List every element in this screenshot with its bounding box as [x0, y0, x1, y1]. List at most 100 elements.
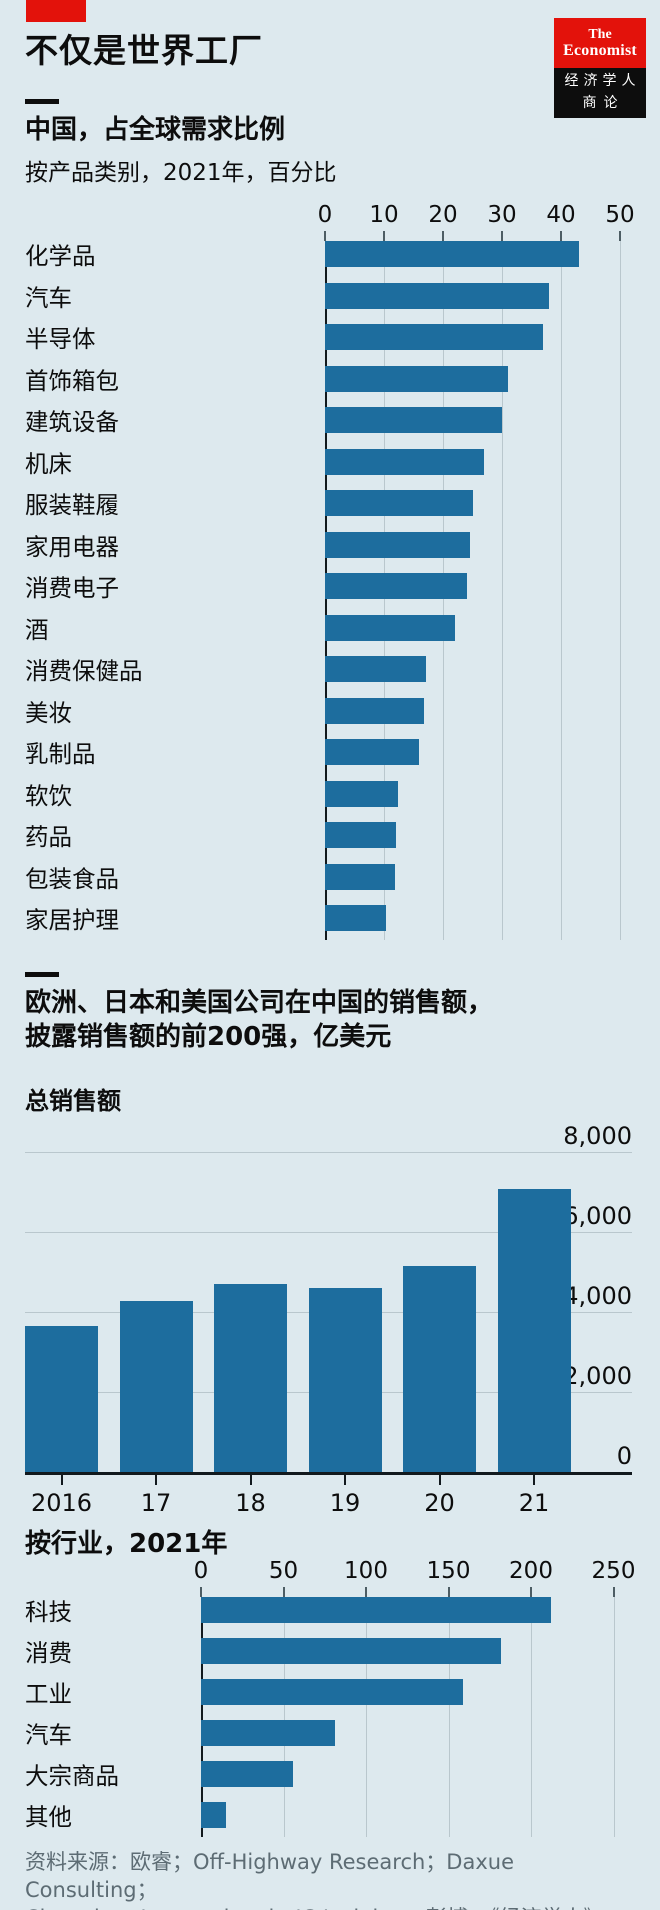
bar — [325, 324, 544, 351]
x-axis-tick — [155, 1474, 157, 1485]
chart2-subtitle: 总销售额 — [25, 1086, 121, 1115]
x-axis-tick — [442, 231, 444, 242]
gridline — [502, 241, 503, 941]
x-axis-tick — [612, 1587, 615, 1598]
category-label: 软饮 — [25, 781, 72, 810]
category-label: 美妆 — [25, 698, 72, 727]
bar-row: 汽车 — [25, 1720, 645, 1749]
x-axis-tick-label: 19 — [329, 1488, 361, 1517]
x-axis-tick-label: 20 — [428, 202, 458, 229]
gridline — [25, 1231, 632, 1233]
bar — [325, 905, 386, 932]
bar-row: 包装食品 — [25, 863, 645, 893]
gridline — [620, 241, 621, 941]
category-label: 其他 — [25, 1803, 72, 1832]
bar-row: 消费保健品 — [25, 656, 645, 685]
bar — [325, 863, 395, 890]
x-axis-tick — [530, 1587, 532, 1598]
source-line2: Chemdata International；IC Insights；彭博；《经… — [25, 1906, 604, 1910]
economist-logo-masthead: The Economist — [554, 18, 646, 68]
x-axis-tick-label: 0 — [193, 1558, 209, 1585]
bar — [325, 822, 396, 849]
y-axis-tick-label: 8,000 — [563, 1121, 632, 1150]
bar — [308, 1287, 382, 1472]
plot-area: 科技 消费 工业 汽车 大宗商品 其他 — [25, 1597, 645, 1838]
bar — [201, 1802, 226, 1829]
bar-row: 机床 — [25, 448, 645, 478]
bar-row: 酒 — [25, 614, 645, 644]
bar — [497, 1188, 571, 1472]
bar — [403, 1266, 476, 1472]
x-axis-tick-label: 250 — [591, 1558, 636, 1585]
x-axis-line — [25, 1471, 632, 1475]
bar-row: 半导体 — [25, 324, 645, 353]
bar — [325, 780, 398, 807]
x-axis-tick-label: 40 — [546, 202, 576, 229]
category-label: 服装鞋履 — [25, 491, 119, 520]
bar — [325, 365, 508, 392]
source-note: 资料来源：欧睿；Off-Highway Research；Daxue Consu… — [25, 1849, 645, 1910]
x-axis-tick — [533, 1474, 535, 1485]
x-axis-tick-label: 50 — [605, 202, 635, 229]
x-axis-tick — [447, 1587, 450, 1598]
chart-total-sales: 0 2,000 4,000 6,000 8,000 2016 17 18 19 20 21 — [25, 1118, 632, 1518]
x-axis-tick-label: 200 — [509, 1558, 553, 1585]
x-axis-tick-label: 20 — [424, 1488, 455, 1517]
category-label: 大宗商品 — [25, 1762, 119, 1791]
bar — [201, 1720, 335, 1747]
bar — [325, 241, 579, 268]
bar-row: 工业 — [25, 1679, 645, 1708]
x-axis-tick-label: 10 — [369, 202, 399, 229]
chart-by-industry: 0 50 100 150 200 250 科技 消费 工业 汽车 大宗商品 其他 — [25, 1558, 645, 1838]
bar-row: 建筑设备 — [25, 407, 645, 436]
bar-row: 家居护理 — [25, 905, 645, 934]
x-axis-tick-label: 50 — [268, 1558, 299, 1585]
chart1-subtitle: 按产品类别，2021年，百分比 — [25, 160, 337, 187]
x-axis-tick — [501, 231, 503, 242]
gridline — [25, 1151, 632, 1153]
y-axis-tick-label: 2,000 — [563, 1361, 632, 1390]
category-label: 乳制品 — [25, 740, 96, 769]
x-axis: 0 50 100 150 200 250 — [25, 1558, 645, 1598]
bar-row: 软饮 — [25, 780, 645, 810]
bar — [325, 614, 455, 641]
x-axis-tick-label: 21 — [518, 1488, 550, 1517]
gridline — [561, 241, 562, 941]
x-axis-tick — [200, 1587, 202, 1598]
bar — [325, 407, 502, 434]
section-rule — [25, 99, 59, 105]
x-axis: 0 10 20 30 40 50 — [25, 202, 645, 242]
category-label: 机床 — [25, 449, 72, 478]
economist-logo-chinese: 经济学人 商论 — [554, 68, 646, 118]
category-label: 家用电器 — [25, 532, 119, 561]
y-axis-tick-label: 4,000 — [563, 1281, 632, 1310]
category-label: 首饰箱包 — [25, 366, 119, 395]
bar — [119, 1300, 193, 1472]
x-axis-tick-label: 30 — [487, 202, 517, 229]
bar-row: 大宗商品 — [25, 1761, 645, 1790]
bar-row: 服装鞋履 — [25, 490, 645, 519]
chart2-title-line1: 欧洲、日本和美国公司在中国的销售额， — [25, 988, 494, 1019]
x-axis-tick-label: 0 — [317, 202, 333, 229]
logo-text-shanglun: 商论 — [582, 95, 625, 111]
bar — [201, 1597, 551, 1624]
source-line1: 资料来源：欧睿；Off-Highway Research；Daxue Consu… — [25, 1850, 515, 1903]
bar-row: 消费 — [25, 1638, 645, 1667]
bar — [25, 1325, 98, 1472]
chart2-title-line2: 披露销售额的前200强，亿美元 — [25, 1021, 392, 1052]
x-axis-tick — [324, 231, 326, 242]
section-rule — [25, 972, 59, 978]
bar-row: 化学品 — [25, 241, 645, 270]
bar — [201, 1679, 464, 1706]
x-axis-tick-label: 100 — [344, 1558, 388, 1585]
bar — [201, 1638, 502, 1665]
bar-row: 汽车 — [25, 282, 645, 312]
category-label: 半导体 — [25, 325, 96, 354]
bar-row: 首饰箱包 — [25, 365, 645, 395]
x-axis-tick-label: 150 — [426, 1558, 471, 1585]
category-label: 化学品 — [25, 242, 96, 271]
economist-logo: The Economist 经济学人 商论 — [554, 18, 646, 118]
logo-text-economist: Economist — [563, 41, 637, 59]
bar — [214, 1284, 287, 1472]
